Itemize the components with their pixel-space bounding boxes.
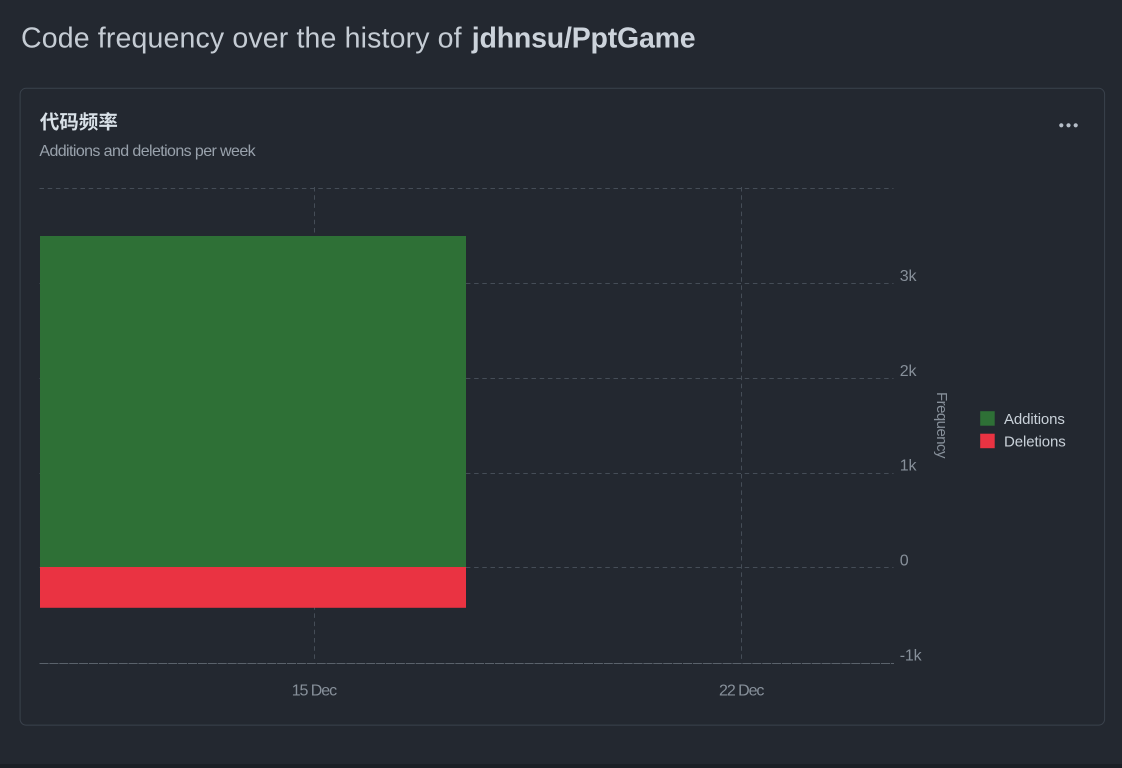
svg-text:Deletions: Deletions xyxy=(1004,433,1066,450)
svg-text:0: 0 xyxy=(900,552,909,569)
svg-text:3k: 3k xyxy=(900,268,918,285)
svg-text:2k: 2k xyxy=(900,363,918,380)
svg-text:Frequency: Frequency xyxy=(933,392,950,459)
svg-text:Additions and deletions per we: Additions and deletions per week xyxy=(39,143,256,160)
svg-text:Additions: Additions xyxy=(1004,411,1065,428)
svg-text:Code frequency over the histor: Code frequency over the history of xyxy=(21,22,462,54)
svg-text:jdhnsu/PptGame: jdhnsu/PptGame xyxy=(471,22,696,54)
svg-text:1k: 1k xyxy=(900,458,918,475)
svg-text:-1k: -1k xyxy=(900,647,923,664)
svg-text:22 Dec: 22 Dec xyxy=(719,683,764,700)
svg-text:15 Dec: 15 Dec xyxy=(292,683,337,700)
